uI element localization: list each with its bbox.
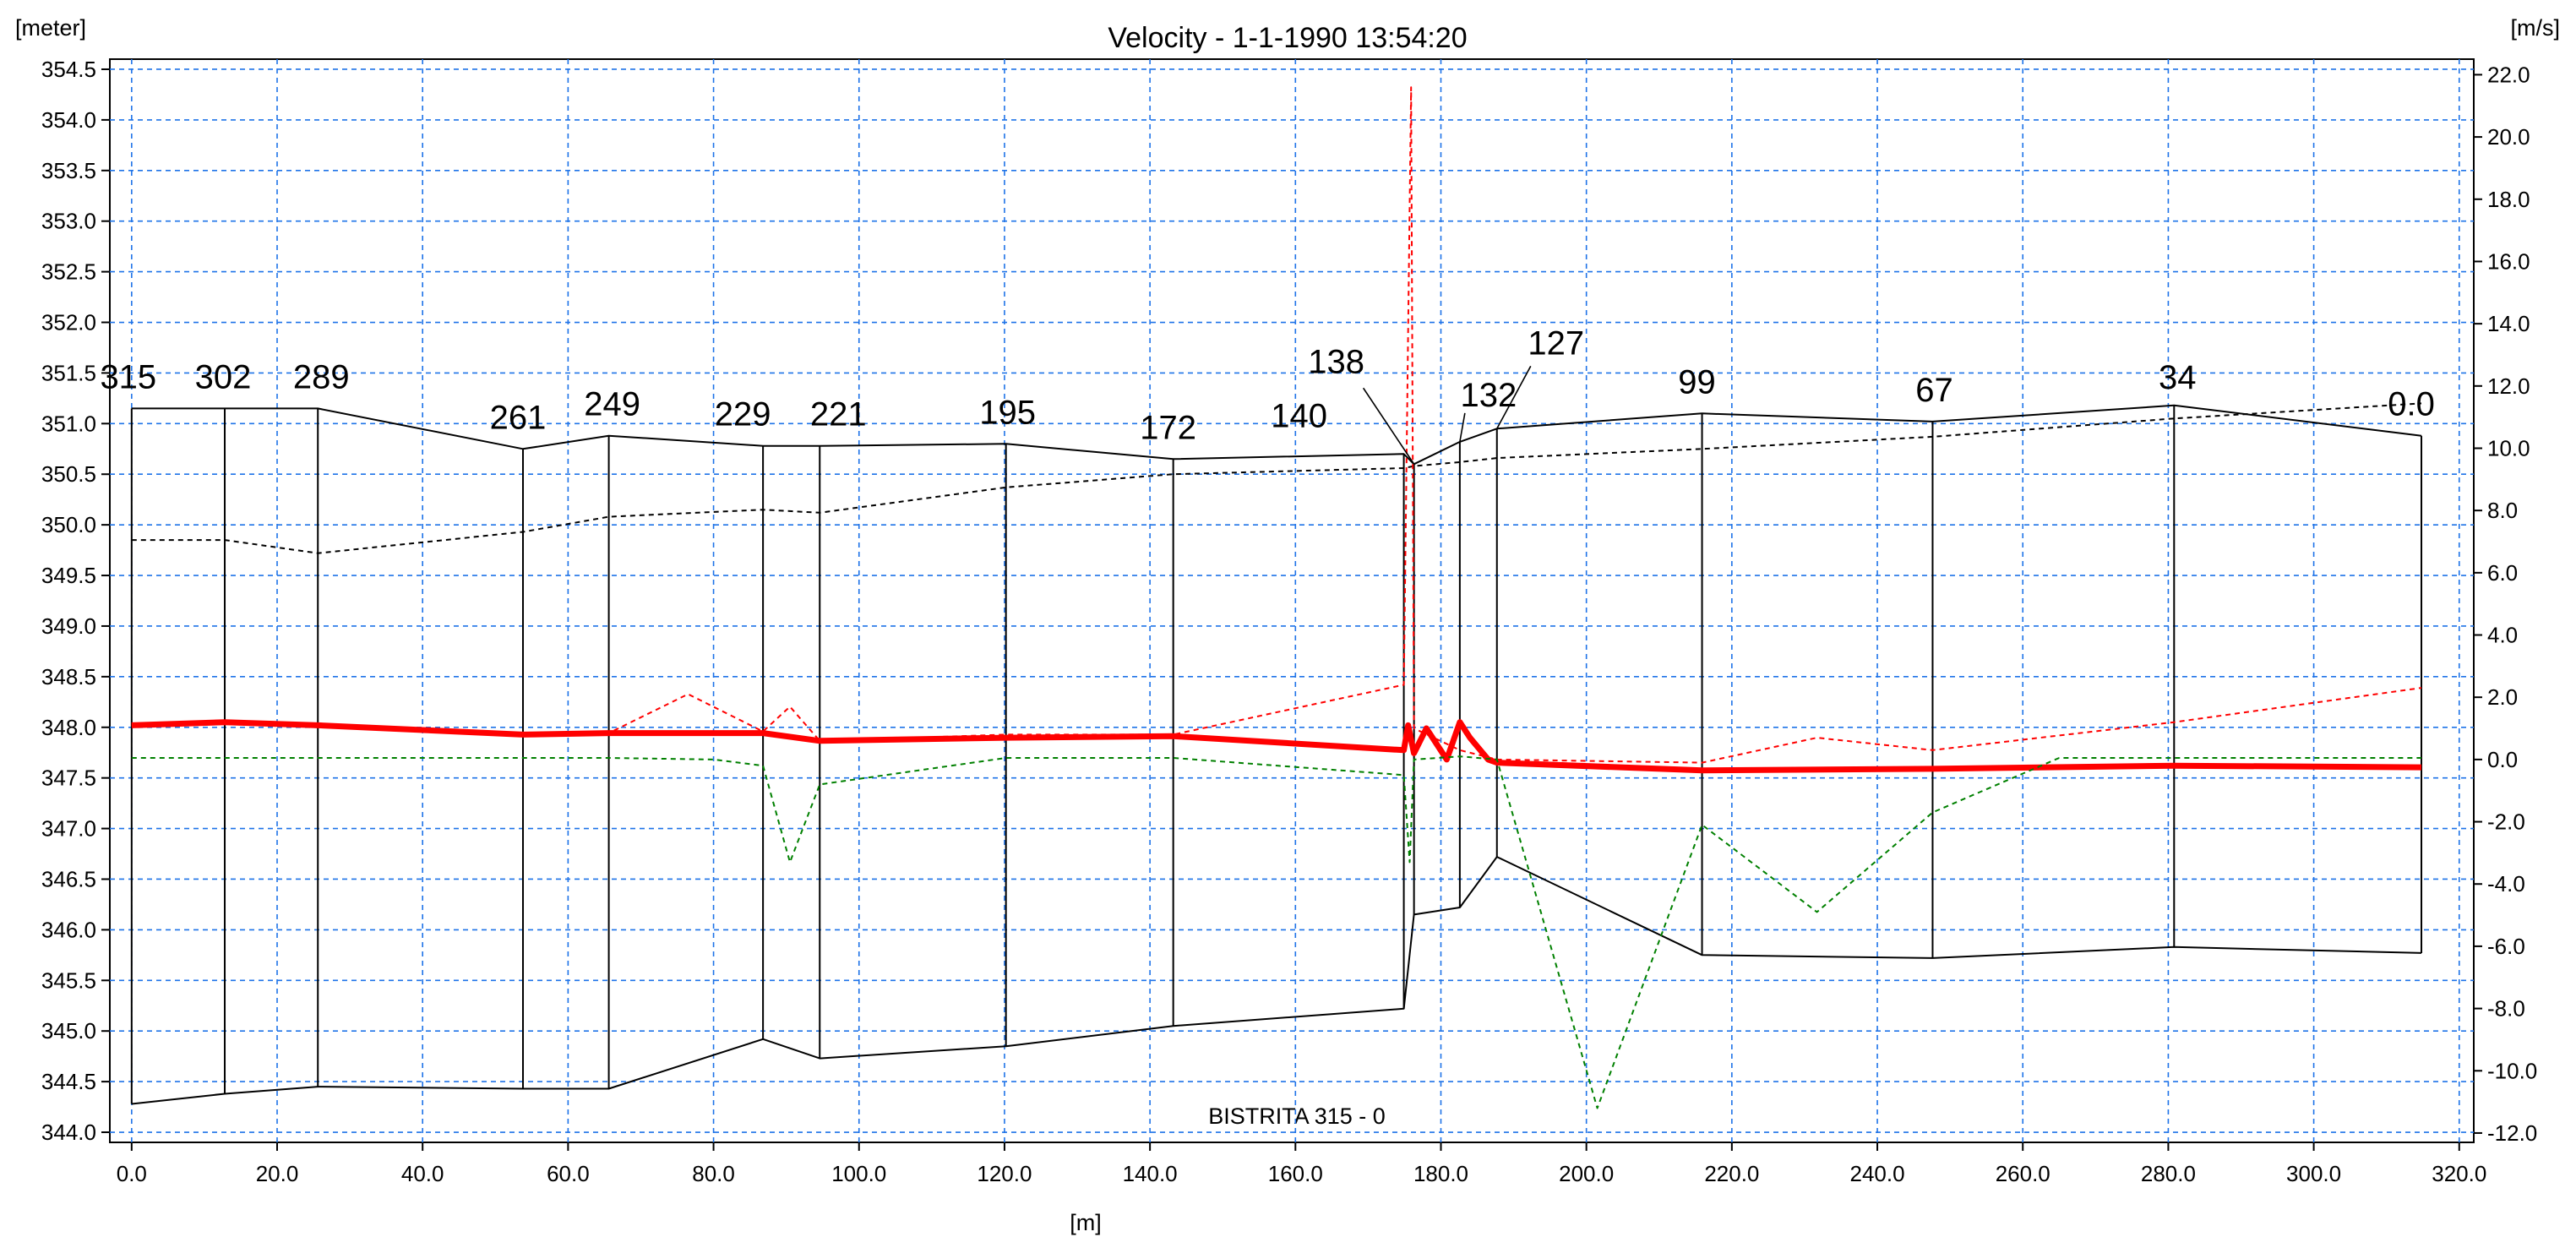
cross-section-label: 249 [584,386,640,423]
x-tick-label: 40.0 [401,1161,444,1186]
left-y-axis: 344.0 344.5 345.0 345.5 346.0 346.5 347.0 347.5… [41,57,110,1145]
x-tick-label: 160.0 [1268,1161,1323,1186]
x-tick-label: 20.0 [256,1161,299,1186]
cross-section-label: 127 [1528,324,1584,362]
cross-section-label: 140 [1271,397,1327,434]
right-tick-label: 16.0 [2487,248,2530,274]
cross-section-label: 315 [100,358,156,395]
left-tick-label: 345.5 [41,967,96,993]
x-axis: 0.0 20.0 40.0 60.0 80.0 100.0 120.0 140.0 160.0 1… [117,1142,2486,1186]
cross-section-label: 261 [490,399,547,436]
cross-section-label: 99 [1678,363,1716,401]
left-tick-label: 345.0 [41,1018,96,1044]
cross-section-label: 221 [810,396,867,433]
chart-title: Velocity - 1-1-1990 13:54:20 [1108,22,1467,54]
x-tick-label: 80.0 [692,1161,735,1186]
x-tick-label: 300.0 [2286,1161,2341,1186]
cross-section-label: 302 [195,358,252,395]
left-tick-label: 349.0 [41,613,96,639]
left-tick-label: 352.0 [41,310,96,335]
right-tick-label: 4.0 [2487,623,2518,648]
right-tick-label: 18.0 [2487,187,2530,212]
right-tick-label: 22.0 [2487,62,2530,87]
cross-section-label: 195 [979,394,1036,431]
series-lines [131,86,2422,1109]
right-tick-label: -4.0 [2487,871,2525,896]
label-leader-line [1362,387,1415,465]
cross-section-label: 67 [1915,372,1953,409]
left-tick-label: 344.5 [41,1069,96,1094]
x-tick-label: 320.0 [2432,1161,2486,1186]
right-tick-label: -8.0 [2487,996,2525,1022]
cross-section-label: 132 [1460,377,1517,414]
x-tick-label: 140.0 [1123,1161,1178,1186]
left-tick-label: 350.5 [41,461,96,487]
x-tick-label: 260.0 [1996,1161,2050,1186]
right-tick-label: 0.0 [2487,747,2518,772]
right-tick-label: 14.0 [2487,311,2530,336]
right-tick-label: 10.0 [2487,435,2530,460]
cross-section-labels: 315 302 289 261 249 229 221 195 172 140 138 132 127 9… [100,324,2435,465]
cross-section-label: 34 [2159,359,2197,396]
x-tick-label: 60.0 [547,1161,590,1186]
right-tick-label: -10.0 [2487,1058,2537,1083]
bed-level-line [131,856,2422,1105]
left-axis-unit: [meter] [15,15,86,41]
x-tick-label: 220.0 [1704,1161,1759,1186]
right-tick-label: 8.0 [2487,498,2518,523]
cross-section-label: 229 [715,396,771,433]
max-velocity-line [131,86,2422,764]
cross-section-label: 172 [1140,409,1196,446]
min-velocity-line [131,755,2421,1109]
river-label: BISTRITA 315 - 0 [1208,1103,1386,1129]
right-tick-label: 2.0 [2487,684,2518,710]
cross-section-label: 289 [293,358,350,395]
x-tick-label: 0.0 [117,1161,147,1186]
left-tick-label: 348.5 [41,664,96,689]
left-tick-label: 349.5 [41,563,96,588]
x-axis-unit: [m] [1070,1210,1102,1235]
left-tick-label: 354.5 [41,57,96,82]
x-tick-label: 280.0 [2141,1161,2196,1186]
water-level-line [131,404,2422,466]
x-tick-label: 120.0 [977,1161,1032,1186]
left-tick-label: 353.0 [41,209,96,234]
left-tick-label: 347.0 [41,816,96,842]
velocity-line [131,719,2422,774]
label-leader-line [1459,412,1466,443]
right-tick-label: -6.0 [2487,934,2525,959]
left-tick-label: 351.0 [41,411,96,436]
left-tick-label: 348.0 [41,715,96,740]
left-tick-label: 346.0 [41,917,96,942]
left-tick-label: 344.0 [41,1120,96,1145]
left-tick-label: 353.5 [41,158,96,183]
right-tick-label: -12.0 [2487,1120,2537,1146]
plot-frame [109,58,2475,1143]
cross-sections [130,405,2423,1104]
cross-section-label: 0.0 [2388,386,2435,423]
left-tick-label: 346.5 [41,866,96,891]
right-y-axis: -12.0 -10.0 -8.0 -6.0 -4.0 -2.0 0.0 2.0 4.0 6.0 8.… [2474,62,2537,1146]
right-tick-label: 12.0 [2487,373,2530,399]
right-tick-label: 20.0 [2487,124,2530,150]
left-tick-label: 352.5 [41,259,96,285]
grid [110,59,2474,1142]
right-tick-label: 6.0 [2487,560,2518,586]
left-tick-label: 347.5 [41,766,96,791]
cross-section-label: 138 [1308,343,1364,380]
right-axis-unit: [m/s] [2511,15,2561,41]
right-tick-label: -2.0 [2487,809,2525,835]
left-tick-label: 350.0 [41,512,96,537]
x-tick-label: 100.0 [831,1161,886,1186]
x-tick-label: 180.0 [1413,1161,1468,1186]
x-tick-label: 200.0 [1559,1161,1614,1186]
left-tick-label: 354.0 [41,107,96,133]
left-tick-label: 351.5 [41,360,96,385]
label-leader-line [1496,365,1532,429]
x-tick-label: 240.0 [1850,1161,1905,1186]
